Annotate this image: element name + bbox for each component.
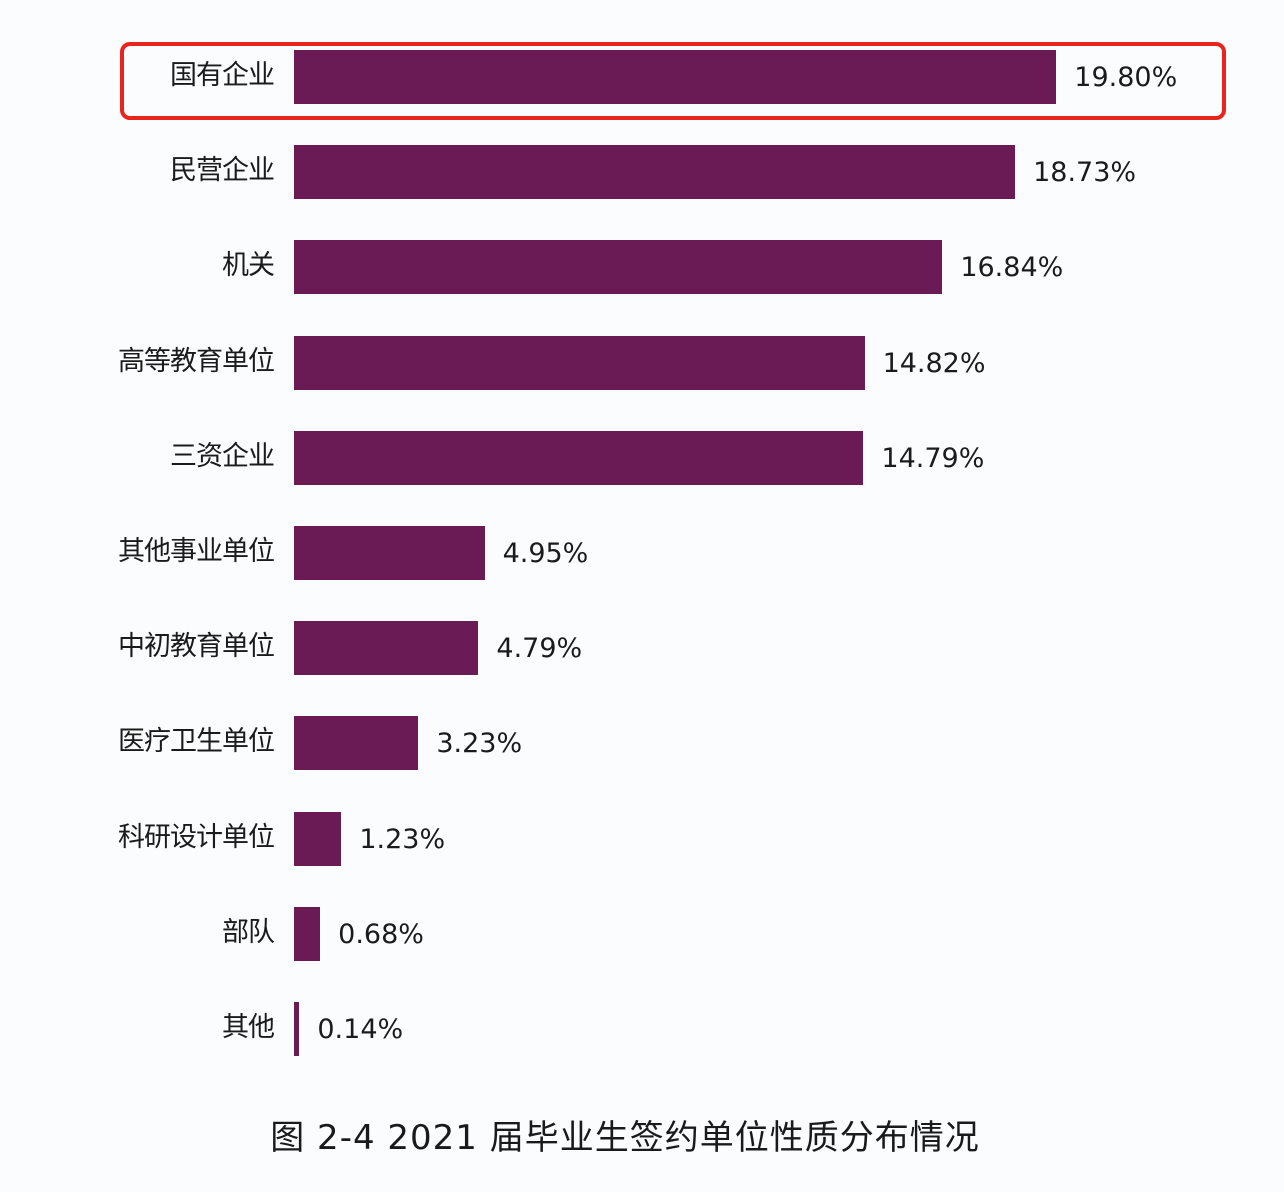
bar-row: 三资企业 14.79% [0, 429, 1284, 485]
value-label: 14.82% [882, 347, 986, 379]
bar-row: 部队 0.68% [0, 905, 1284, 961]
bar-row: 医疗卫生单位 3.23% [0, 714, 1284, 771]
category-label: 中初教育单位 [118, 631, 275, 663]
value-label: 19.80% [1074, 62, 1178, 93]
bar [294, 145, 1016, 200]
bar-row: 民营企业 18.73% [0, 143, 1284, 200]
bar [294, 811, 342, 866]
category-label: 科研设计单位 [118, 821, 275, 853]
bar-row: 其他 0.14% [0, 1000, 1284, 1056]
value-label: 0.14% [317, 1014, 404, 1045]
value-label: 18.73% [1033, 157, 1137, 189]
bar [294, 906, 321, 961]
bar [294, 621, 479, 676]
bar [294, 430, 864, 485]
category-label: 高等教育单位 [118, 345, 275, 377]
bar [294, 526, 485, 580]
value-label: 4.95% [502, 538, 589, 569]
value-label: 3.23% [436, 728, 523, 760]
bar-row: 高等教育单位 14.82% [0, 334, 1284, 390]
bar [294, 335, 865, 390]
bar-row: 其他事业单位 4.95% [0, 524, 1284, 580]
category-label: 国有企业 [170, 60, 275, 91]
category-label: 其他事业单位 [118, 536, 275, 567]
value-label: 4.79% [496, 633, 583, 665]
category-label: 三资企业 [170, 440, 275, 472]
bar-row: 机关 16.84% [0, 238, 1284, 295]
value-label: 0.68% [338, 918, 424, 950]
value-label: 1.23% [359, 823, 446, 855]
category-label: 民营企业 [170, 155, 275, 187]
category-label: 其他 [222, 1012, 275, 1043]
bar-row: 科研设计单位 1.23% [0, 810, 1284, 866]
value-label: 16.84% [960, 252, 1064, 284]
bar [294, 1002, 300, 1056]
category-label: 部队 [222, 916, 275, 948]
bar [294, 716, 419, 771]
bar-row: 国有企业 19.80% [0, 48, 1284, 104]
bar [294, 50, 1057, 104]
bar [294, 240, 943, 295]
category-label: 机关 [222, 250, 275, 282]
bar-row: 中初教育单位 4.79% [0, 619, 1284, 676]
value-label: 14.79% [881, 442, 985, 474]
category-label: 医疗卫生单位 [118, 726, 275, 758]
chart-caption: 图 2-4 2021 届毕业生签约单位性质分布情况 [270, 1118, 980, 1158]
